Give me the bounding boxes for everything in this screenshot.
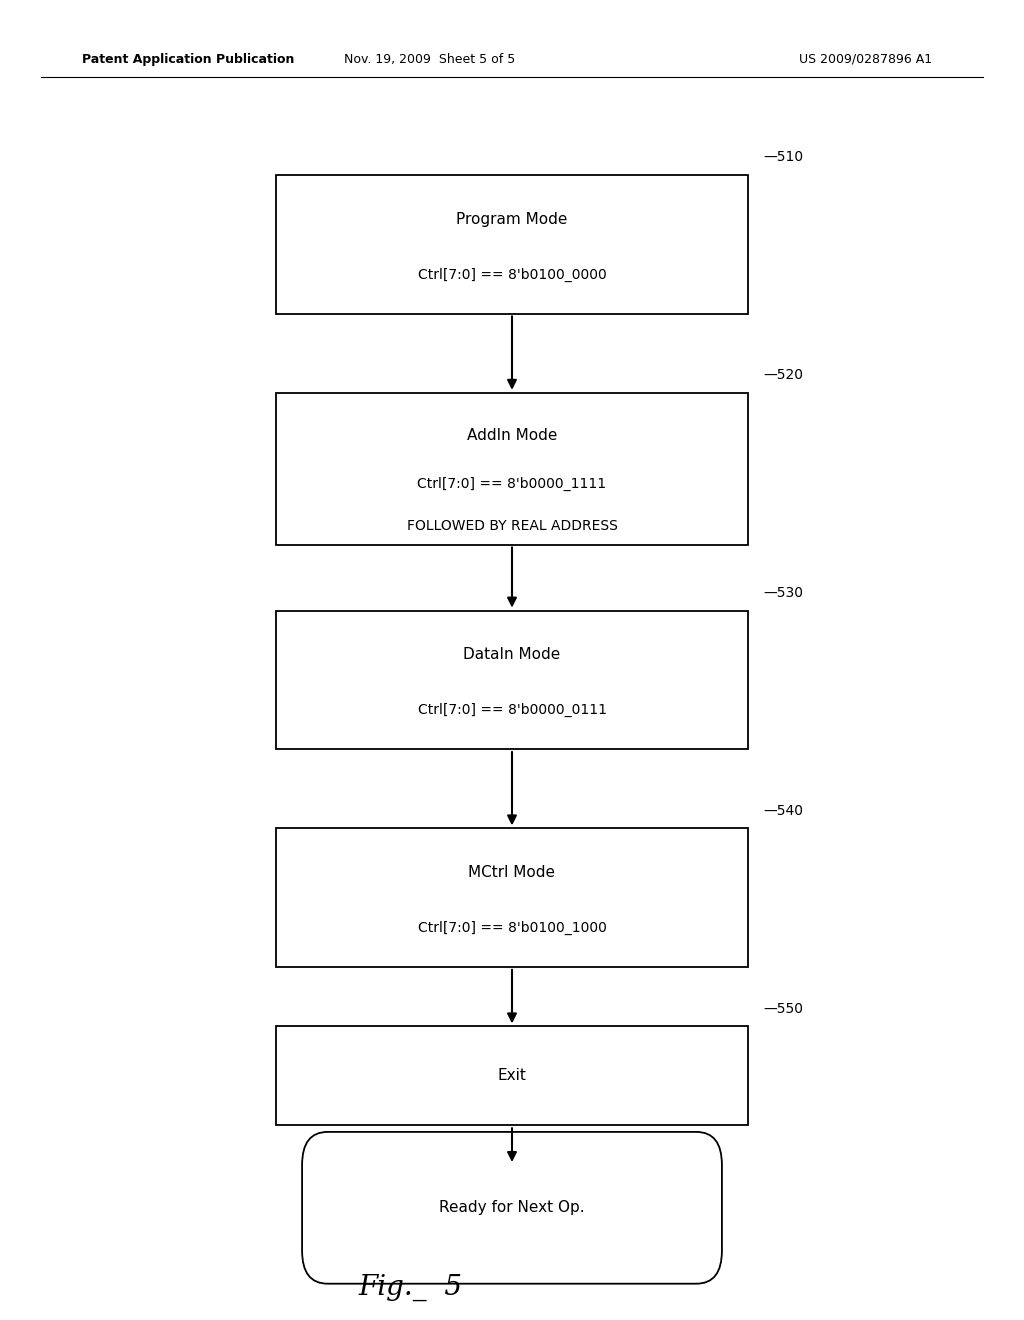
Text: Fig._  5: Fig._ 5 [358,1274,463,1300]
Text: —540: —540 [763,804,803,817]
Text: Ctrl[7:0] == 8'b0000_0111: Ctrl[7:0] == 8'b0000_0111 [418,704,606,717]
Text: FOLLOWED BY REAL ADDRESS: FOLLOWED BY REAL ADDRESS [407,519,617,533]
FancyBboxPatch shape [276,610,748,750]
FancyBboxPatch shape [276,176,748,314]
Text: MCtrl Mode: MCtrl Mode [469,865,555,880]
Text: Ctrl[7:0] == 8'b0000_1111: Ctrl[7:0] == 8'b0000_1111 [418,477,606,491]
Text: US 2009/0287896 A1: US 2009/0287896 A1 [799,53,932,66]
FancyBboxPatch shape [276,1027,748,1125]
Text: Patent Application Publication: Patent Application Publication [82,53,294,66]
Text: Ctrl[7:0] == 8'b0100_1000: Ctrl[7:0] == 8'b0100_1000 [418,921,606,935]
Text: —520: —520 [763,368,803,383]
Text: —510: —510 [763,150,803,165]
Text: Ready for Next Op.: Ready for Next Op. [439,1200,585,1216]
Text: —530: —530 [763,586,803,599]
Text: DataIn Mode: DataIn Mode [464,647,560,663]
Text: Nov. 19, 2009  Sheet 5 of 5: Nov. 19, 2009 Sheet 5 of 5 [344,53,516,66]
Text: Ctrl[7:0] == 8'b0100_0000: Ctrl[7:0] == 8'b0100_0000 [418,268,606,281]
Text: Exit: Exit [498,1068,526,1084]
Text: —550: —550 [763,1002,803,1016]
FancyBboxPatch shape [276,829,748,966]
FancyBboxPatch shape [276,393,748,544]
FancyBboxPatch shape [302,1131,722,1283]
Text: Program Mode: Program Mode [457,211,567,227]
Text: AddIn Mode: AddIn Mode [467,428,557,442]
